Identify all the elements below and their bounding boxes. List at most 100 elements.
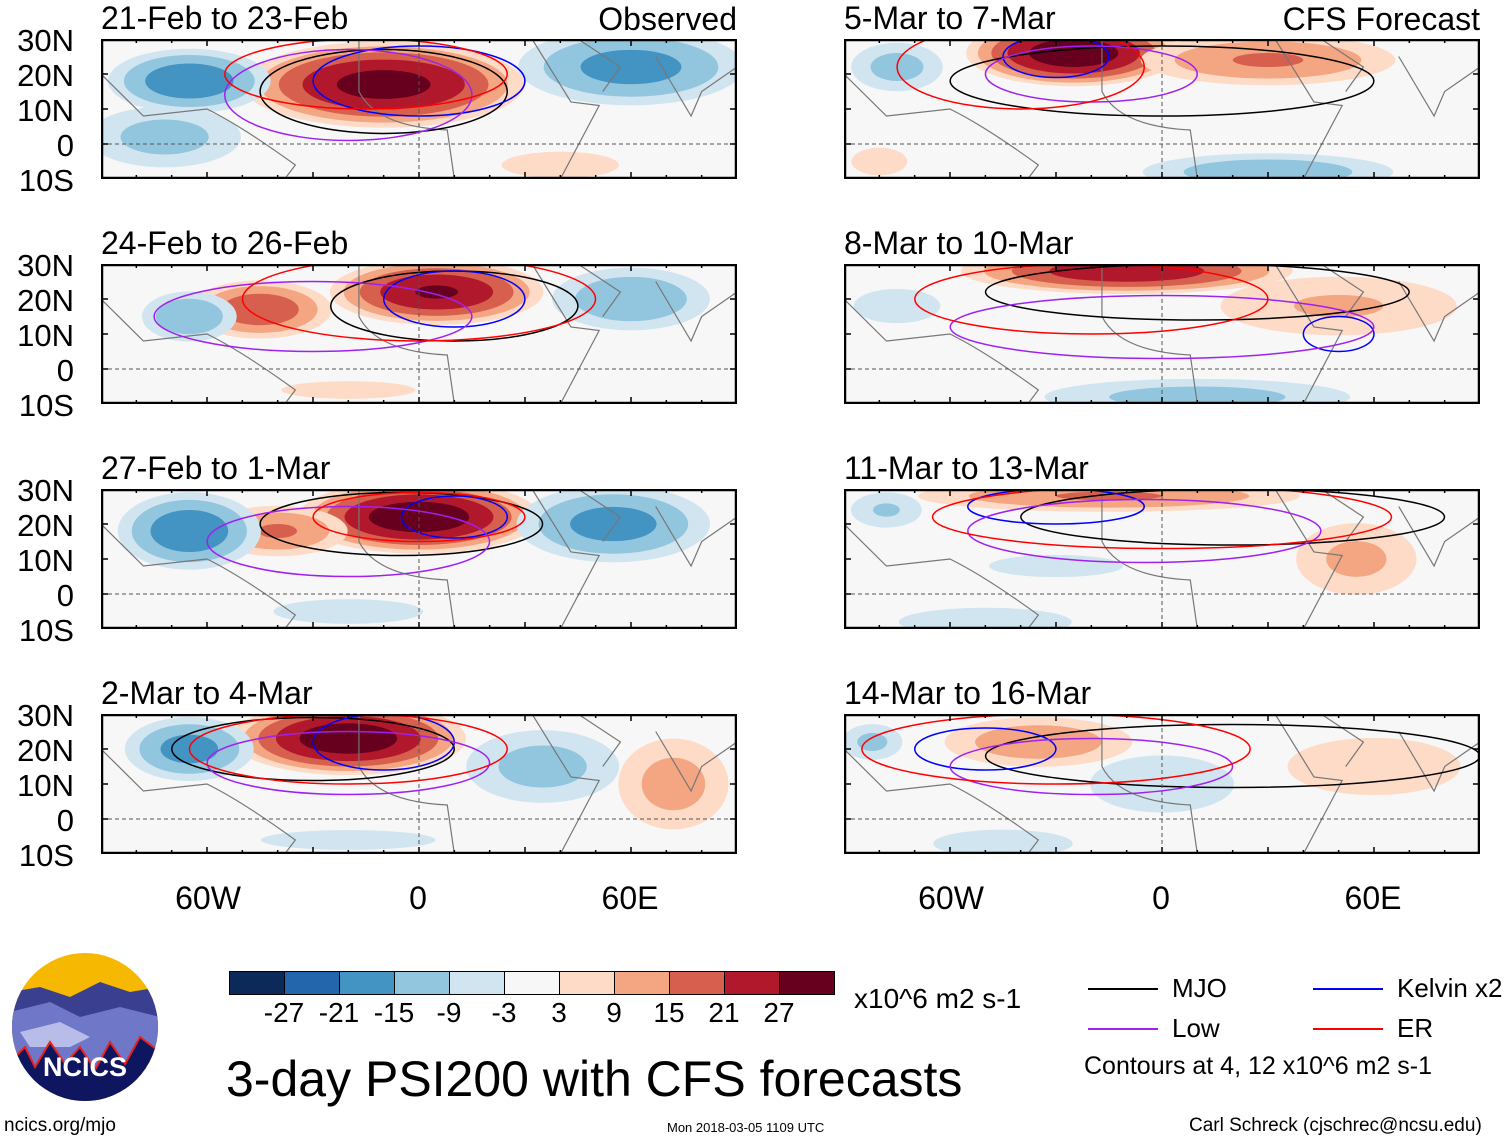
lon-label-right-60e: 60E <box>1344 880 1402 916</box>
figure-title: 3-day PSI200 with CFS forecasts <box>226 1051 963 1107</box>
lat-label: 0 <box>56 578 74 613</box>
panel-title: 21-Feb to 23-Feb <box>101 0 349 36</box>
footer-url[interactable]: ncics.org/mjo <box>4 1115 116 1136</box>
lat-label: 10S <box>18 388 74 423</box>
footer-author: Carl Schreck (cjschrec@ncsu.edu) <box>1189 1115 1482 1136</box>
map-panel-right-1 <box>844 39 1480 179</box>
panel-title: 5-Mar to 7-Mar <box>844 0 1056 36</box>
colorbar-swatch <box>450 972 505 994</box>
anomaly-contour-fill <box>933 829 1073 854</box>
colorbar-label: 21 <box>708 997 740 1028</box>
legend-mjo: MJO <box>1088 973 1227 1004</box>
legend-kelvin: Kelvin x2 <box>1313 973 1503 1004</box>
colorbar-swatch <box>780 972 834 994</box>
legend-low: Low <box>1088 1013 1220 1044</box>
wave-contour <box>259 48 508 135</box>
coastline-africa-asia <box>358 264 737 404</box>
panel-title: 8-Mar to 10-Mar <box>844 225 1074 261</box>
map-frame <box>844 714 1480 854</box>
colorbar-label: -27 <box>263 997 305 1028</box>
anomaly-contour-fill <box>975 725 1102 759</box>
anomaly-contour-fill <box>368 501 470 533</box>
panel-title: 14-Mar to 16-Mar <box>844 675 1092 711</box>
map-panel-left-4 <box>101 714 737 854</box>
anomaly-contour-fill <box>415 285 459 299</box>
anomaly-contour-fill <box>1326 541 1387 577</box>
coastline-americas <box>101 73 297 179</box>
wave-contour <box>896 39 1145 110</box>
anomaly-contour-fill <box>120 119 209 155</box>
wave-contour <box>224 48 473 142</box>
psi200-anomaly-field <box>851 39 1396 179</box>
colorbar-label: 3 <box>551 997 567 1028</box>
colorbar-units: x10^6 m2 s-1 <box>854 983 1022 1014</box>
map-panel-left-1 <box>101 39 737 179</box>
wave-contour <box>382 270 526 328</box>
anomaly-contour-fill <box>150 510 229 552</box>
coastline-africa-asia <box>358 489 737 629</box>
lat-label: 30N <box>17 248 74 283</box>
anomaly-contour-fill <box>299 723 398 754</box>
anomaly-contour-fill <box>281 381 416 399</box>
colorbar-swatch <box>560 972 615 994</box>
coastline-africa-asia <box>1101 489 1480 629</box>
anomaly-contour-fill <box>898 607 1072 629</box>
colorbar-swatch <box>670 972 725 994</box>
anomaly-contour-fill <box>857 733 888 751</box>
lat-label: 20N <box>17 58 74 93</box>
lon-label-left-60w: 60W <box>175 880 241 916</box>
contour-note: Contours at 4, 12 x10^6 m2 s-1 <box>1084 1052 1433 1080</box>
wave-contour <box>400 495 509 539</box>
map-panel-right-3 <box>844 489 1480 629</box>
wave-contour <box>188 714 508 785</box>
lat-label: 20N <box>17 508 74 543</box>
anomaly-contour-fill <box>155 298 223 335</box>
anomaly-contour-fill <box>221 293 299 326</box>
wave-contour <box>861 714 1251 785</box>
forecast-label: CFS Forecast <box>1282 1 1480 37</box>
observed-label: Observed <box>598 1 737 37</box>
colorbar-swatch <box>230 972 285 994</box>
map-panel-left-3 <box>101 489 737 629</box>
legend-label: Low <box>1172 1013 1220 1043</box>
lat-label: 10N <box>17 543 74 578</box>
lat-label: 0 <box>56 353 74 388</box>
map-frame <box>844 39 1480 179</box>
coastline-americas <box>101 523 297 629</box>
colorbar-swatch <box>395 972 450 994</box>
anomaly-contour-fill <box>273 599 424 624</box>
map-panel-left-2 <box>101 264 737 404</box>
panel-title: 2-Mar to 4-Mar <box>101 675 313 711</box>
coastline-americas <box>844 298 1040 404</box>
colorbar-label: 27 <box>763 997 795 1028</box>
wave-contour <box>913 727 1057 771</box>
coastline-africa-asia <box>358 39 737 179</box>
wave-contour <box>984 264 1410 321</box>
coastline-americas <box>101 748 297 854</box>
colorbar-label: -9 <box>436 997 462 1028</box>
anomaly-contour-fill <box>1183 159 1353 179</box>
ncics-logo: NCICS <box>12 953 158 1101</box>
lat-label: 10S <box>18 838 74 873</box>
lon-label-right-0: 0 <box>1152 880 1170 916</box>
lat-label: 10S <box>18 613 74 648</box>
colorbar-swatch <box>505 972 560 994</box>
legend-label: Kelvin x2 <box>1397 973 1503 1003</box>
wave-contour <box>224 39 508 110</box>
anomaly-contour-fill <box>336 70 431 99</box>
colorbar-swatch <box>725 972 780 994</box>
map-panel-right-4 <box>844 714 1480 854</box>
anomaly-contour-fill <box>1029 39 1119 67</box>
lat-label: 20N <box>17 733 74 768</box>
wave-contour <box>206 730 491 796</box>
anomaly-contour-fill <box>575 276 687 322</box>
colorbar-label: -15 <box>373 997 415 1028</box>
wave-contour <box>967 489 1145 525</box>
legend-label: ER <box>1397 1013 1434 1043</box>
footer-timestamp: Mon 2018-03-05 1109 UTC <box>667 1120 825 1135</box>
lat-label: 10N <box>17 93 74 128</box>
colorbar-swatch <box>340 972 395 994</box>
anomaly-contour-fill <box>570 506 657 542</box>
anomaly-contour-fill <box>260 830 436 850</box>
